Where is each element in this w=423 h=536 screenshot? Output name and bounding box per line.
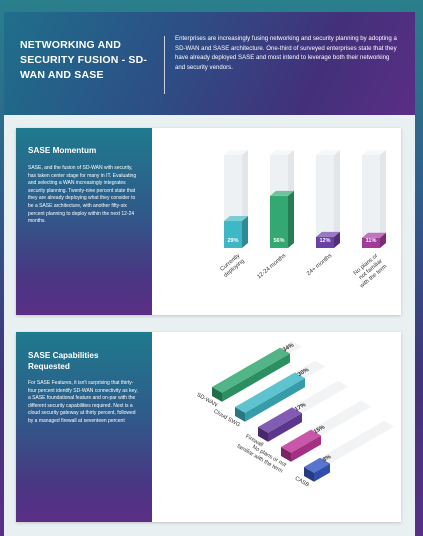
bar (245, 378, 305, 422)
sase-momentum-card: SASE Momentum SASE, and the fusion of SD… (16, 128, 401, 315)
bar-value-label: 12% (319, 238, 330, 244)
header-divider (164, 36, 165, 94)
bar-ghost-side (380, 150, 386, 248)
bar-value-label: 34% (282, 342, 295, 353)
bar-side (242, 216, 248, 248)
bar-top (304, 457, 330, 473)
bar-top (258, 407, 302, 433)
category-label: 24+ months (306, 253, 333, 277)
bar-ghost (304, 420, 394, 473)
bar-side (334, 231, 340, 248)
bar-top (281, 429, 321, 453)
bar-top (316, 231, 340, 237)
bar-value-label: 56% (273, 238, 284, 244)
header-intro-text: Enterprises are increasingly fusing netw… (175, 35, 397, 71)
bar (362, 237, 380, 248)
page-title: NETWORKING AND SECURITY FUSION - SD-WAN … (20, 39, 148, 81)
bar-top (224, 216, 248, 222)
bar-top (212, 347, 290, 393)
bar-ghost-side (334, 150, 340, 248)
bar (222, 353, 290, 402)
bar-end (235, 407, 245, 422)
content-area: SASE Momentum SASE, and the fusion of SD… (4, 115, 415, 536)
bar-value-label: 8% (322, 454, 332, 463)
bar (224, 221, 242, 248)
header-banner: NETWORKING AND SECURITY FUSION - SD-WAN … (4, 12, 415, 115)
bar-end (281, 447, 291, 462)
bar-end (304, 467, 314, 482)
bar-top (270, 190, 294, 196)
capabilities-panel: SASE Capabilities Requested For SASE Fea… (16, 332, 152, 522)
bar-value-label: 30% (297, 367, 310, 378)
bar (314, 463, 330, 482)
bar-end (212, 387, 222, 402)
bar-ghost (362, 155, 380, 248)
bar-ghost-top (270, 150, 294, 155)
momentum-text: SASE, and the fusion of SD-WAN with secu… (28, 165, 137, 225)
bar-top (362, 232, 386, 238)
momentum-panel: SASE Momentum SASE, and the fusion of SD… (16, 128, 152, 315)
bar-ghost (316, 155, 334, 248)
bar-side (288, 190, 294, 248)
category-label: No plans ornot familiarwith the term (349, 253, 388, 290)
category-label: 12-24 months (256, 253, 287, 280)
bar (291, 435, 321, 462)
bar (316, 236, 334, 248)
bar-value-label: 15% (313, 424, 326, 435)
capabilities-text: For SASE Features, it isn't surprising t… (28, 380, 138, 424)
bar-top (235, 372, 305, 413)
sase-capabilities-card: SASE Capabilities Requested For SASE Fea… (16, 332, 401, 522)
bar-value-label: 29% (227, 238, 238, 244)
bar-value-label: 11% (366, 238, 377, 244)
bar (270, 195, 288, 248)
momentum-title: SASE Momentum (28, 146, 97, 155)
category-label: Currentlydeploying (218, 253, 245, 279)
bar-ghost-top (224, 150, 248, 155)
bar-ghost-top (362, 150, 386, 155)
bar-end (258, 427, 268, 442)
momentum-chart: 29% Currentlydeploying 56% 12-24 months 12% 2… (218, 150, 388, 290)
bar (268, 413, 302, 442)
bar-side (380, 232, 386, 248)
bar-ghost-top (316, 150, 340, 155)
capabilities-title: SASE Capabilities Requested (28, 351, 99, 371)
bar-value-label: 17% (294, 402, 307, 413)
